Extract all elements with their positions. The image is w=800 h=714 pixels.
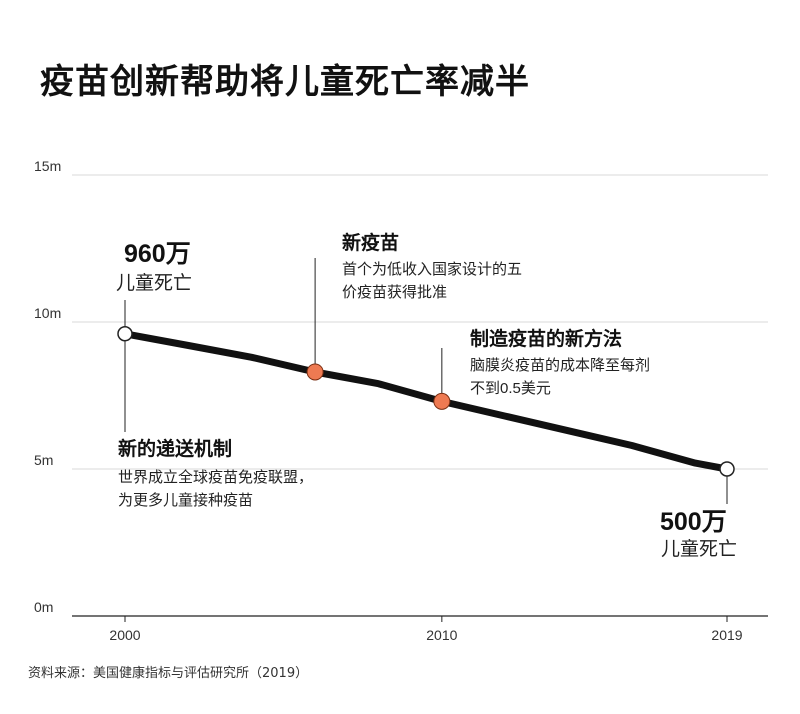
- manufacturing-line2: 不到0.5美元: [470, 380, 551, 397]
- y-tick-label: 5m: [34, 452, 53, 468]
- series-markers: [117, 326, 735, 477]
- x-tick-label: 2010: [426, 627, 457, 643]
- end-caption-label: 儿童死亡: [661, 538, 737, 560]
- x-tick-label: 2019: [711, 627, 742, 643]
- delivery-title: 新的递送机制: [118, 437, 232, 460]
- delivery-line2: 为更多儿童接种疫苗: [118, 491, 253, 509]
- new-vaccine-line1: 首个为低收入国家设计的五: [342, 261, 522, 278]
- x-tick-label: 2000: [109, 627, 140, 643]
- y-axis-ticks: 0m 5m 10m 15m: [34, 158, 61, 615]
- grid-lines: [72, 174, 768, 617]
- y-tick-label: 15m: [34, 158, 61, 174]
- x-axis-ticks: 2000 2010 2019: [109, 616, 743, 643]
- manufacturing-title: 制造疫苗的新方法: [470, 327, 622, 350]
- open-marker-2000: [117, 326, 133, 342]
- manufacturing-line1: 脑膜炎疫苗的成本降至每剂: [470, 357, 650, 374]
- start-value-label: 960万: [124, 240, 191, 268]
- highlight-marker-2010: [433, 392, 451, 410]
- y-tick-label: 10m: [34, 305, 61, 321]
- new-vaccine-line2: 价疫苗获得批准: [342, 284, 447, 301]
- end-value-label: 500万: [660, 508, 727, 536]
- source-note: 资料来源：美国健康指标与评估研究所（2019）: [28, 666, 309, 681]
- highlight-marker-2006: [306, 363, 324, 381]
- delivery-line1: 世界成立全球疫苗免疫联盟，: [118, 468, 313, 486]
- start-caption-label: 儿童死亡: [116, 272, 192, 294]
- open-marker-2019: [719, 461, 735, 477]
- chart-title: 疫苗创新帮助将儿童死亡率减半: [40, 62, 530, 102]
- new-vaccine-title: 新疫苗: [342, 231, 399, 254]
- y-tick-label: 0m: [34, 599, 53, 615]
